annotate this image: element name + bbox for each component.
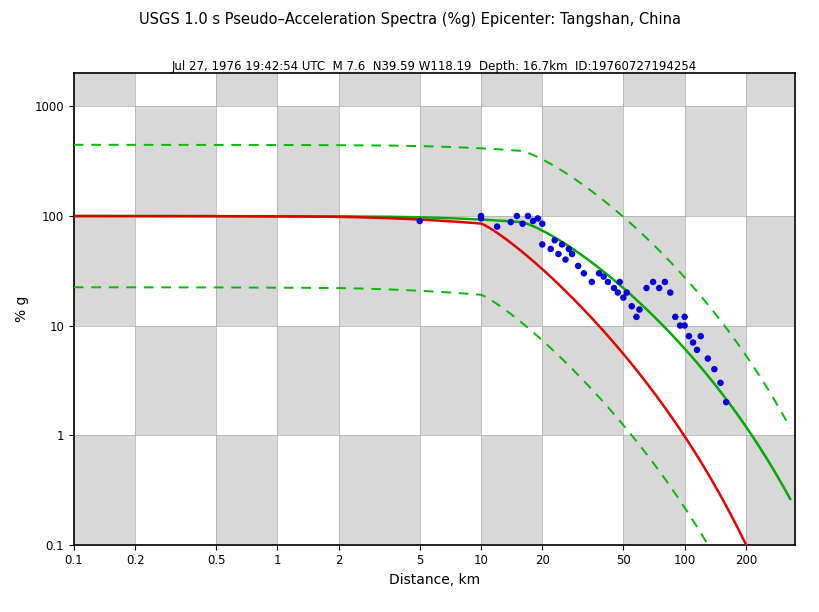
- Polygon shape: [622, 435, 684, 545]
- Point: [672, 321, 686, 330]
- Polygon shape: [419, 106, 481, 216]
- Y-axis label: % g: % g: [15, 296, 29, 323]
- Polygon shape: [216, 435, 277, 545]
- Point: [639, 283, 652, 293]
- Polygon shape: [74, 216, 135, 326]
- Point: [559, 255, 572, 264]
- Point: [668, 312, 681, 322]
- Polygon shape: [216, 73, 277, 106]
- Point: [694, 331, 707, 341]
- Point: [474, 214, 487, 223]
- Polygon shape: [74, 435, 135, 545]
- Polygon shape: [541, 106, 622, 216]
- Point: [624, 301, 637, 311]
- Point: [616, 293, 629, 302]
- Polygon shape: [745, 73, 794, 106]
- Point: [600, 277, 613, 287]
- Point: [577, 269, 590, 278]
- Point: [652, 283, 665, 293]
- Polygon shape: [622, 73, 684, 106]
- Point: [531, 214, 544, 223]
- Point: [474, 211, 487, 221]
- Point: [535, 239, 548, 249]
- Point: [719, 397, 732, 407]
- Point: [592, 269, 605, 278]
- Point: [509, 211, 523, 221]
- Point: [677, 321, 690, 330]
- Text: USGS 1.0 s Pseudo–Acceleration Spectra (%g) Epicenter: Tangshan, China: USGS 1.0 s Pseudo–Acceleration Spectra (…: [139, 12, 680, 28]
- Polygon shape: [745, 435, 794, 545]
- Point: [700, 354, 713, 364]
- Polygon shape: [481, 216, 541, 326]
- Point: [551, 249, 564, 259]
- Point: [632, 305, 645, 315]
- Point: [571, 261, 584, 271]
- Point: [658, 277, 671, 287]
- Point: [613, 277, 626, 287]
- Point: [619, 288, 632, 297]
- Point: [515, 219, 528, 229]
- Polygon shape: [419, 326, 481, 435]
- Point: [547, 236, 560, 245]
- Polygon shape: [481, 73, 541, 106]
- Point: [544, 244, 557, 254]
- X-axis label: Distance, km: Distance, km: [388, 573, 480, 587]
- Point: [596, 272, 609, 282]
- Polygon shape: [338, 435, 419, 545]
- Polygon shape: [622, 216, 684, 326]
- Point: [707, 364, 720, 374]
- Point: [677, 312, 690, 322]
- Point: [610, 288, 623, 297]
- Polygon shape: [338, 216, 419, 326]
- Polygon shape: [684, 106, 745, 216]
- Polygon shape: [481, 435, 541, 545]
- Point: [554, 239, 568, 249]
- Title: Jul 27, 1976 19:42:54 UTC  M 7.6  N39.59 W118.19  Depth: 16.7km  ID:197607271942: Jul 27, 1976 19:42:54 UTC M 7.6 N39.59 W…: [172, 61, 696, 73]
- Polygon shape: [277, 106, 338, 216]
- Point: [535, 219, 548, 229]
- Point: [490, 222, 503, 231]
- Polygon shape: [338, 73, 419, 106]
- Point: [565, 249, 578, 259]
- Polygon shape: [684, 326, 745, 435]
- Point: [645, 277, 658, 287]
- Polygon shape: [541, 326, 622, 435]
- Point: [607, 283, 620, 293]
- Polygon shape: [277, 326, 338, 435]
- Point: [690, 345, 703, 355]
- Polygon shape: [135, 106, 216, 216]
- Polygon shape: [135, 326, 216, 435]
- Point: [713, 378, 726, 388]
- Polygon shape: [74, 73, 135, 106]
- Point: [526, 216, 539, 226]
- Point: [504, 217, 517, 227]
- Point: [681, 331, 695, 341]
- Polygon shape: [745, 216, 794, 326]
- Point: [521, 211, 534, 221]
- Polygon shape: [216, 216, 277, 326]
- Point: [413, 216, 426, 226]
- Point: [629, 312, 642, 322]
- Point: [686, 338, 699, 348]
- Point: [585, 277, 598, 287]
- Point: [562, 244, 575, 254]
- Point: [663, 288, 676, 297]
